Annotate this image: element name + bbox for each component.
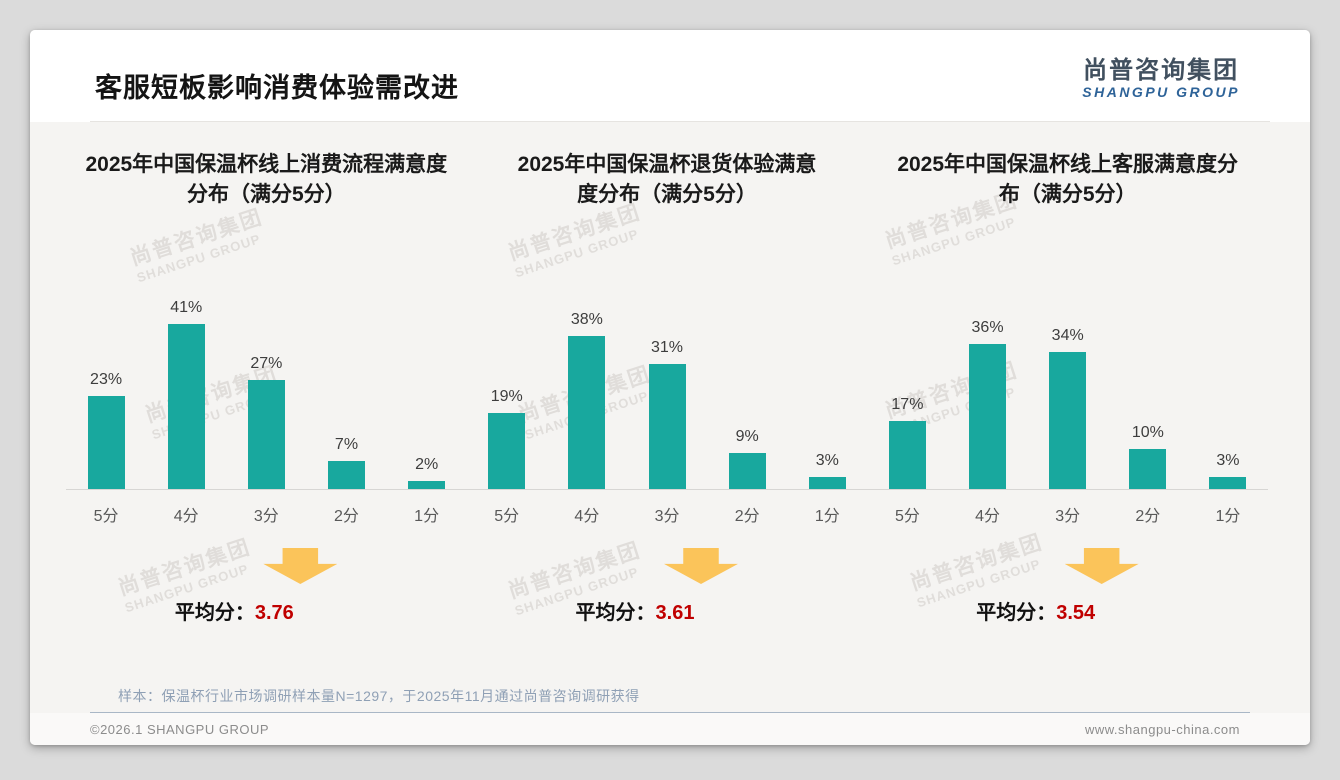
x-axis-label: 1分 <box>414 508 440 525</box>
sample-note: 样本：保温杯行业市场调研样本量N=1297，于2025年11月通过尚普咨询调研获… <box>118 688 640 704</box>
average-score: 平均分：3.76 <box>175 596 294 625</box>
bar-value-label: 19% <box>490 388 523 405</box>
bar-value-label: 36% <box>971 319 1004 336</box>
down-arrow-icon <box>664 548 738 584</box>
slide-card: 尚普咨询集团 SHANGPU GROUP 尚普咨询集团 SHANGPU GROU… <box>30 30 1310 745</box>
average-value: 3.54 <box>1056 602 1096 624</box>
copyright-text: ©2026.1 SHANGPU GROUP <box>90 721 270 737</box>
bar-group-2分: 10% <box>1108 424 1188 489</box>
bar-value-label: 17% <box>891 396 924 413</box>
arrow-wrap <box>867 548 1268 584</box>
bar <box>408 481 446 489</box>
x-axis: 5分 4分 3分 2分 1分 <box>467 490 868 526</box>
x-axis-label: 5分 <box>93 508 119 525</box>
average-label: 平均分： <box>174 602 255 624</box>
chart-online-service-satisfaction: 2025年中国保温杯线上客服满意度分布（满分5分） 17% 36% 34% 10% 3%… <box>867 150 1269 625</box>
x-axis-label: 4分 <box>574 508 600 525</box>
bar <box>167 324 205 489</box>
bar-group-2分: 7% <box>306 436 386 489</box>
x-axis-label: 4分 <box>975 508 1000 525</box>
x-axis-label: 5分 <box>894 508 920 525</box>
down-arrow-icon <box>1064 548 1139 584</box>
bar <box>488 413 526 489</box>
average-score: 平均分：3.61 <box>576 596 695 625</box>
charts-area: 2025年中国保温杯线上消费流程满意度分布（满分5分） 23% 41% 27% 7% 2… <box>30 122 1310 625</box>
average-score: 平均分：3.54 <box>976 596 1095 625</box>
bar-group-5分: 19% <box>467 388 547 489</box>
arrow-wrap <box>66 548 467 584</box>
bar-plot: 17% 36% 34% 10% 3% <box>867 222 1269 490</box>
bar <box>87 396 125 489</box>
bar <box>969 344 1007 489</box>
bar-group-5分: 17% <box>867 396 947 489</box>
x-axis-label: 5分 <box>494 508 520 525</box>
x-axis-label: 1分 <box>814 508 840 525</box>
bar-group-1分: 3% <box>1188 452 1268 489</box>
logo-text-en: SHANGPU GROUP <box>1082 84 1240 101</box>
average-value: 3.61 <box>655 602 695 624</box>
bar-group-4分: 38% <box>547 311 627 489</box>
bar-group-3分: 27% <box>226 355 306 489</box>
x-axis: 5分 4分 3分 2分 1分 <box>867 490 1268 526</box>
bar-value-label: 9% <box>735 428 759 445</box>
bar <box>808 477 846 489</box>
x-axis-label: 3分 <box>253 508 279 525</box>
x-axis-label: 3分 <box>654 508 680 525</box>
bar-value-label: 10% <box>1131 424 1164 441</box>
website-url: www.shangpu-china.com <box>1084 721 1240 737</box>
bar-value-label: 41% <box>170 299 203 316</box>
bar-value-label: 31% <box>651 339 684 356</box>
bar-plot: 23% 41% 27% 7% 2% <box>66 222 467 490</box>
bar-group-4分: 36% <box>947 319 1027 489</box>
x-axis-label: 1分 <box>1215 508 1241 525</box>
bar <box>247 380 285 489</box>
chart-title: 2025年中国保温杯退货体验满意度分布（满分5分） <box>517 153 817 206</box>
chart-online-purchase-satisfaction: 2025年中国保温杯线上消费流程满意度分布（满分5分） 23% 41% 27% 7% 2… <box>66 150 467 625</box>
bar-group-3分: 34% <box>1028 327 1108 489</box>
logo-text-cn: 尚普咨询集团 <box>1083 56 1240 84</box>
x-axis-label: 4分 <box>173 508 199 525</box>
bar-group-4分: 41% <box>146 299 226 489</box>
bar-value-label: 2% <box>415 456 439 473</box>
x-axis: 5分 4分 3分 2分 1分 <box>66 490 467 526</box>
bar-value-label: 3% <box>1216 452 1240 469</box>
down-arrow-icon <box>263 548 338 584</box>
x-axis-label: 3分 <box>1055 508 1081 525</box>
bar-value-label: 7% <box>334 436 359 453</box>
average-label: 平均分： <box>976 602 1057 624</box>
bar <box>1049 352 1087 489</box>
bar-value-label: 38% <box>570 311 603 328</box>
bar-group-2分: 9% <box>707 428 787 489</box>
bar <box>1209 477 1247 489</box>
bar <box>568 336 606 489</box>
page-title: 客服短板影响消费体验需改进 <box>95 72 459 103</box>
bar-group-5分: 23% <box>66 371 146 489</box>
bar-value-label: 27% <box>250 355 283 372</box>
bar-value-label: 3% <box>815 452 839 469</box>
company-logo: 尚普咨询集团 SHANGPU GROUP <box>1082 56 1240 101</box>
bar <box>1129 449 1167 489</box>
bar-value-label: 23% <box>90 371 123 388</box>
chart-return-experience-satisfaction: 2025年中国保温杯退货体验满意度分布（满分5分） 19% 38% 31% 9% 3% … <box>466 150 868 625</box>
chart-title: 2025年中国保温杯线上客服满意度分布（满分5分） <box>897 153 1239 206</box>
bar-plot: 19% 38% 31% 9% 3% <box>466 222 868 490</box>
footer: ©2026.1 SHANGPU GROUP www.shangpu-china.… <box>30 713 1310 745</box>
bar <box>728 453 766 489</box>
bar-group-1分: 2% <box>387 456 467 489</box>
bar-group-3分: 31% <box>627 339 707 489</box>
chart-title: 2025年中国保温杯线上消费流程满意度分布（满分5分） <box>85 153 448 206</box>
footer-divider <box>90 712 1250 713</box>
average-value: 3.76 <box>254 602 294 624</box>
arrow-wrap <box>467 548 868 584</box>
x-axis-label: 2分 <box>334 508 359 525</box>
x-axis-label: 2分 <box>1135 508 1161 525</box>
bar <box>648 364 686 489</box>
bar <box>327 461 365 489</box>
header: 客服短板影响消费体验需改进 尚普咨询集团 SHANGPU GROUP <box>30 30 1310 122</box>
bar-value-label: 34% <box>1051 327 1084 344</box>
x-axis-label: 2分 <box>734 508 760 525</box>
bar-group-1分: 3% <box>787 452 867 489</box>
bar <box>888 421 926 489</box>
average-label: 平均分： <box>575 602 656 624</box>
